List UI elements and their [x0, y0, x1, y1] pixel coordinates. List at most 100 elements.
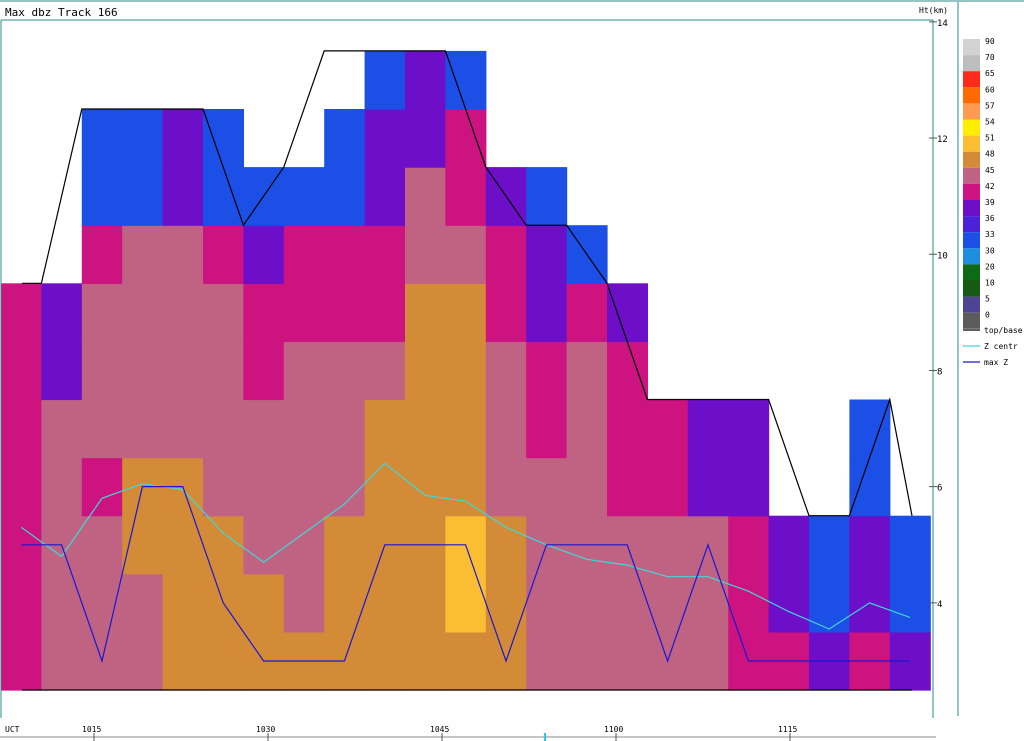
y-tick-label: 4 [937, 600, 942, 610]
heatmap-cell [405, 631, 446, 691]
colorbar-swatch [963, 87, 980, 104]
heatmap-cell [81, 341, 123, 401]
heatmap-cell [122, 341, 164, 401]
heatmap-cell [324, 225, 366, 284]
colorbar-label: 70 [985, 53, 995, 62]
legend-label: top/base [984, 326, 1023, 335]
colorbar-label: 10 [985, 279, 995, 288]
heatmap-cell [243, 515, 285, 575]
heatmap-cell [41, 573, 83, 633]
heatmap-cell [364, 573, 406, 633]
heatmap-cell [364, 50, 406, 110]
heatmap-cell [768, 573, 810, 633]
heatmap-cell [243, 283, 285, 342]
heatmap-cell [485, 399, 527, 459]
heatmap-cell [324, 573, 366, 633]
heatmap-cell [526, 225, 568, 284]
colorbar-label: 54 [985, 118, 995, 127]
heatmap-cell [849, 399, 891, 459]
colorbar: 90 70 65 60 57 54 51 48 45 42 39 36 33 30 20 10 5 0 [963, 37, 995, 329]
colorbar-label: 65 [985, 69, 995, 78]
heatmap-cell [364, 631, 406, 691]
heatmap-cell [243, 457, 285, 517]
heatmap-cell [81, 573, 123, 633]
colorbar-label: 48 [985, 150, 995, 159]
heatmap-cell [445, 225, 487, 284]
heatmap-cell [203, 109, 244, 168]
heatmap-cell [162, 515, 204, 575]
heatmap-cell [566, 631, 608, 691]
y-tick-label: 14 [937, 19, 948, 29]
heatmap-cell [41, 283, 83, 342]
heatmap-cell [687, 573, 729, 633]
heatmap-cell [647, 573, 689, 633]
heatmap-cell [526, 341, 568, 401]
heatmap-cell [566, 573, 608, 633]
y-axis-ticks: 4 6 8 10 12 14 [929, 19, 948, 610]
heatmap-cell [687, 457, 729, 517]
series-line [22, 50, 913, 517]
legend-label: max Z [984, 358, 1008, 367]
colorbar-swatch [963, 200, 980, 217]
heatmap-cell [283, 457, 325, 517]
heatmap-cell [405, 50, 446, 110]
heatmap-cell [122, 225, 164, 284]
heatmap-cell [809, 573, 850, 633]
heatmap-cell [81, 225, 123, 284]
colorbar-label: 30 [985, 246, 995, 255]
heatmap-cell [81, 399, 123, 459]
heatmap-cell [81, 167, 123, 226]
heatmap-cell [445, 341, 487, 401]
heatmap-cell [283, 225, 325, 284]
heatmap-cell [607, 399, 648, 459]
heatmap-cell [647, 399, 689, 459]
heatmap-cell [405, 225, 446, 284]
heatmap-cell [647, 515, 689, 575]
heatmap-cell [1, 341, 42, 401]
heatmap-cell [162, 225, 204, 284]
colorbar-swatch [963, 183, 980, 200]
heatmap-cell [1, 457, 42, 517]
heatmap-cell [243, 225, 285, 284]
heatmap-cell [485, 457, 527, 517]
heatmap-cell [81, 515, 123, 575]
colorbar-swatch [963, 312, 980, 329]
heatmap-cell [364, 399, 406, 459]
heatmap-cell [122, 283, 164, 342]
series-line [21, 486, 910, 664]
cells-layer [1, 50, 931, 691]
heatmap-cell [283, 399, 325, 459]
heatmap-cell [243, 399, 285, 459]
heatmap-cell [283, 515, 325, 575]
heatmap-cell [849, 457, 891, 517]
heatmap-cell [728, 573, 770, 633]
heatmap-cell [243, 341, 285, 401]
heatmap-cell [324, 515, 366, 575]
colorbar-label: 51 [985, 134, 995, 143]
heatmap-cell [526, 167, 568, 226]
colorbar-label: 20 [985, 262, 995, 271]
heatmap-cell [485, 283, 527, 342]
colorbar-label: 60 [985, 85, 995, 94]
heatmap-cell [405, 109, 446, 168]
heatmap-cell [162, 167, 204, 226]
colorbar-swatch [963, 232, 980, 249]
heatmap-cell [526, 573, 568, 633]
colorbar-swatch [963, 71, 980, 88]
heatmap-cell [607, 283, 648, 342]
heatmap-cell [364, 341, 406, 401]
heatmap-cell [41, 341, 83, 401]
heatmap-cell [162, 399, 204, 459]
colorbar-swatch [963, 135, 980, 152]
heatmap-cell [324, 109, 366, 168]
legend-label: Z centr [984, 342, 1018, 351]
heatmap-cell [324, 457, 366, 517]
heatmap-cell [566, 399, 608, 459]
heatmap-cell [485, 225, 527, 284]
heatmap-cell [364, 283, 406, 342]
heatmap-cell [485, 341, 527, 401]
x-axis-ticks: 1015 1030 1045 1100 1115 [82, 725, 797, 741]
x-axis-label: UCT [5, 725, 20, 734]
height-unit-label: Ht(km) [919, 6, 948, 15]
